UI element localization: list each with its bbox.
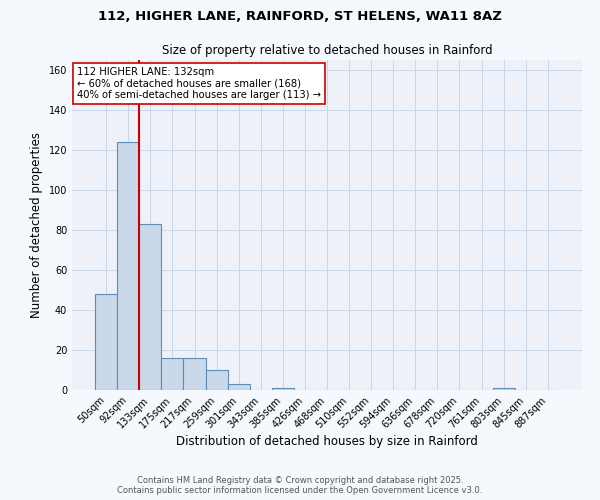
Bar	[139, 224, 161, 390]
X-axis label: Distribution of detached houses by size in Rainford: Distribution of detached houses by size …	[176, 436, 478, 448]
Bar	[493, 388, 515, 390]
Bar	[206, 370, 227, 390]
Bar	[117, 142, 139, 390]
Bar	[161, 358, 184, 390]
Bar	[184, 358, 206, 390]
Text: Contains HM Land Registry data © Crown copyright and database right 2025.
Contai: Contains HM Land Registry data © Crown c…	[118, 476, 482, 495]
Bar	[227, 384, 250, 390]
Title: Size of property relative to detached houses in Rainford: Size of property relative to detached ho…	[161, 44, 493, 58]
Text: 112 HIGHER LANE: 132sqm
← 60% of detached houses are smaller (168)
40% of semi-d: 112 HIGHER LANE: 132sqm ← 60% of detache…	[77, 66, 321, 100]
Bar	[95, 294, 117, 390]
Bar	[272, 388, 294, 390]
Text: 112, HIGHER LANE, RAINFORD, ST HELENS, WA11 8AZ: 112, HIGHER LANE, RAINFORD, ST HELENS, W…	[98, 10, 502, 23]
Y-axis label: Number of detached properties: Number of detached properties	[30, 132, 43, 318]
